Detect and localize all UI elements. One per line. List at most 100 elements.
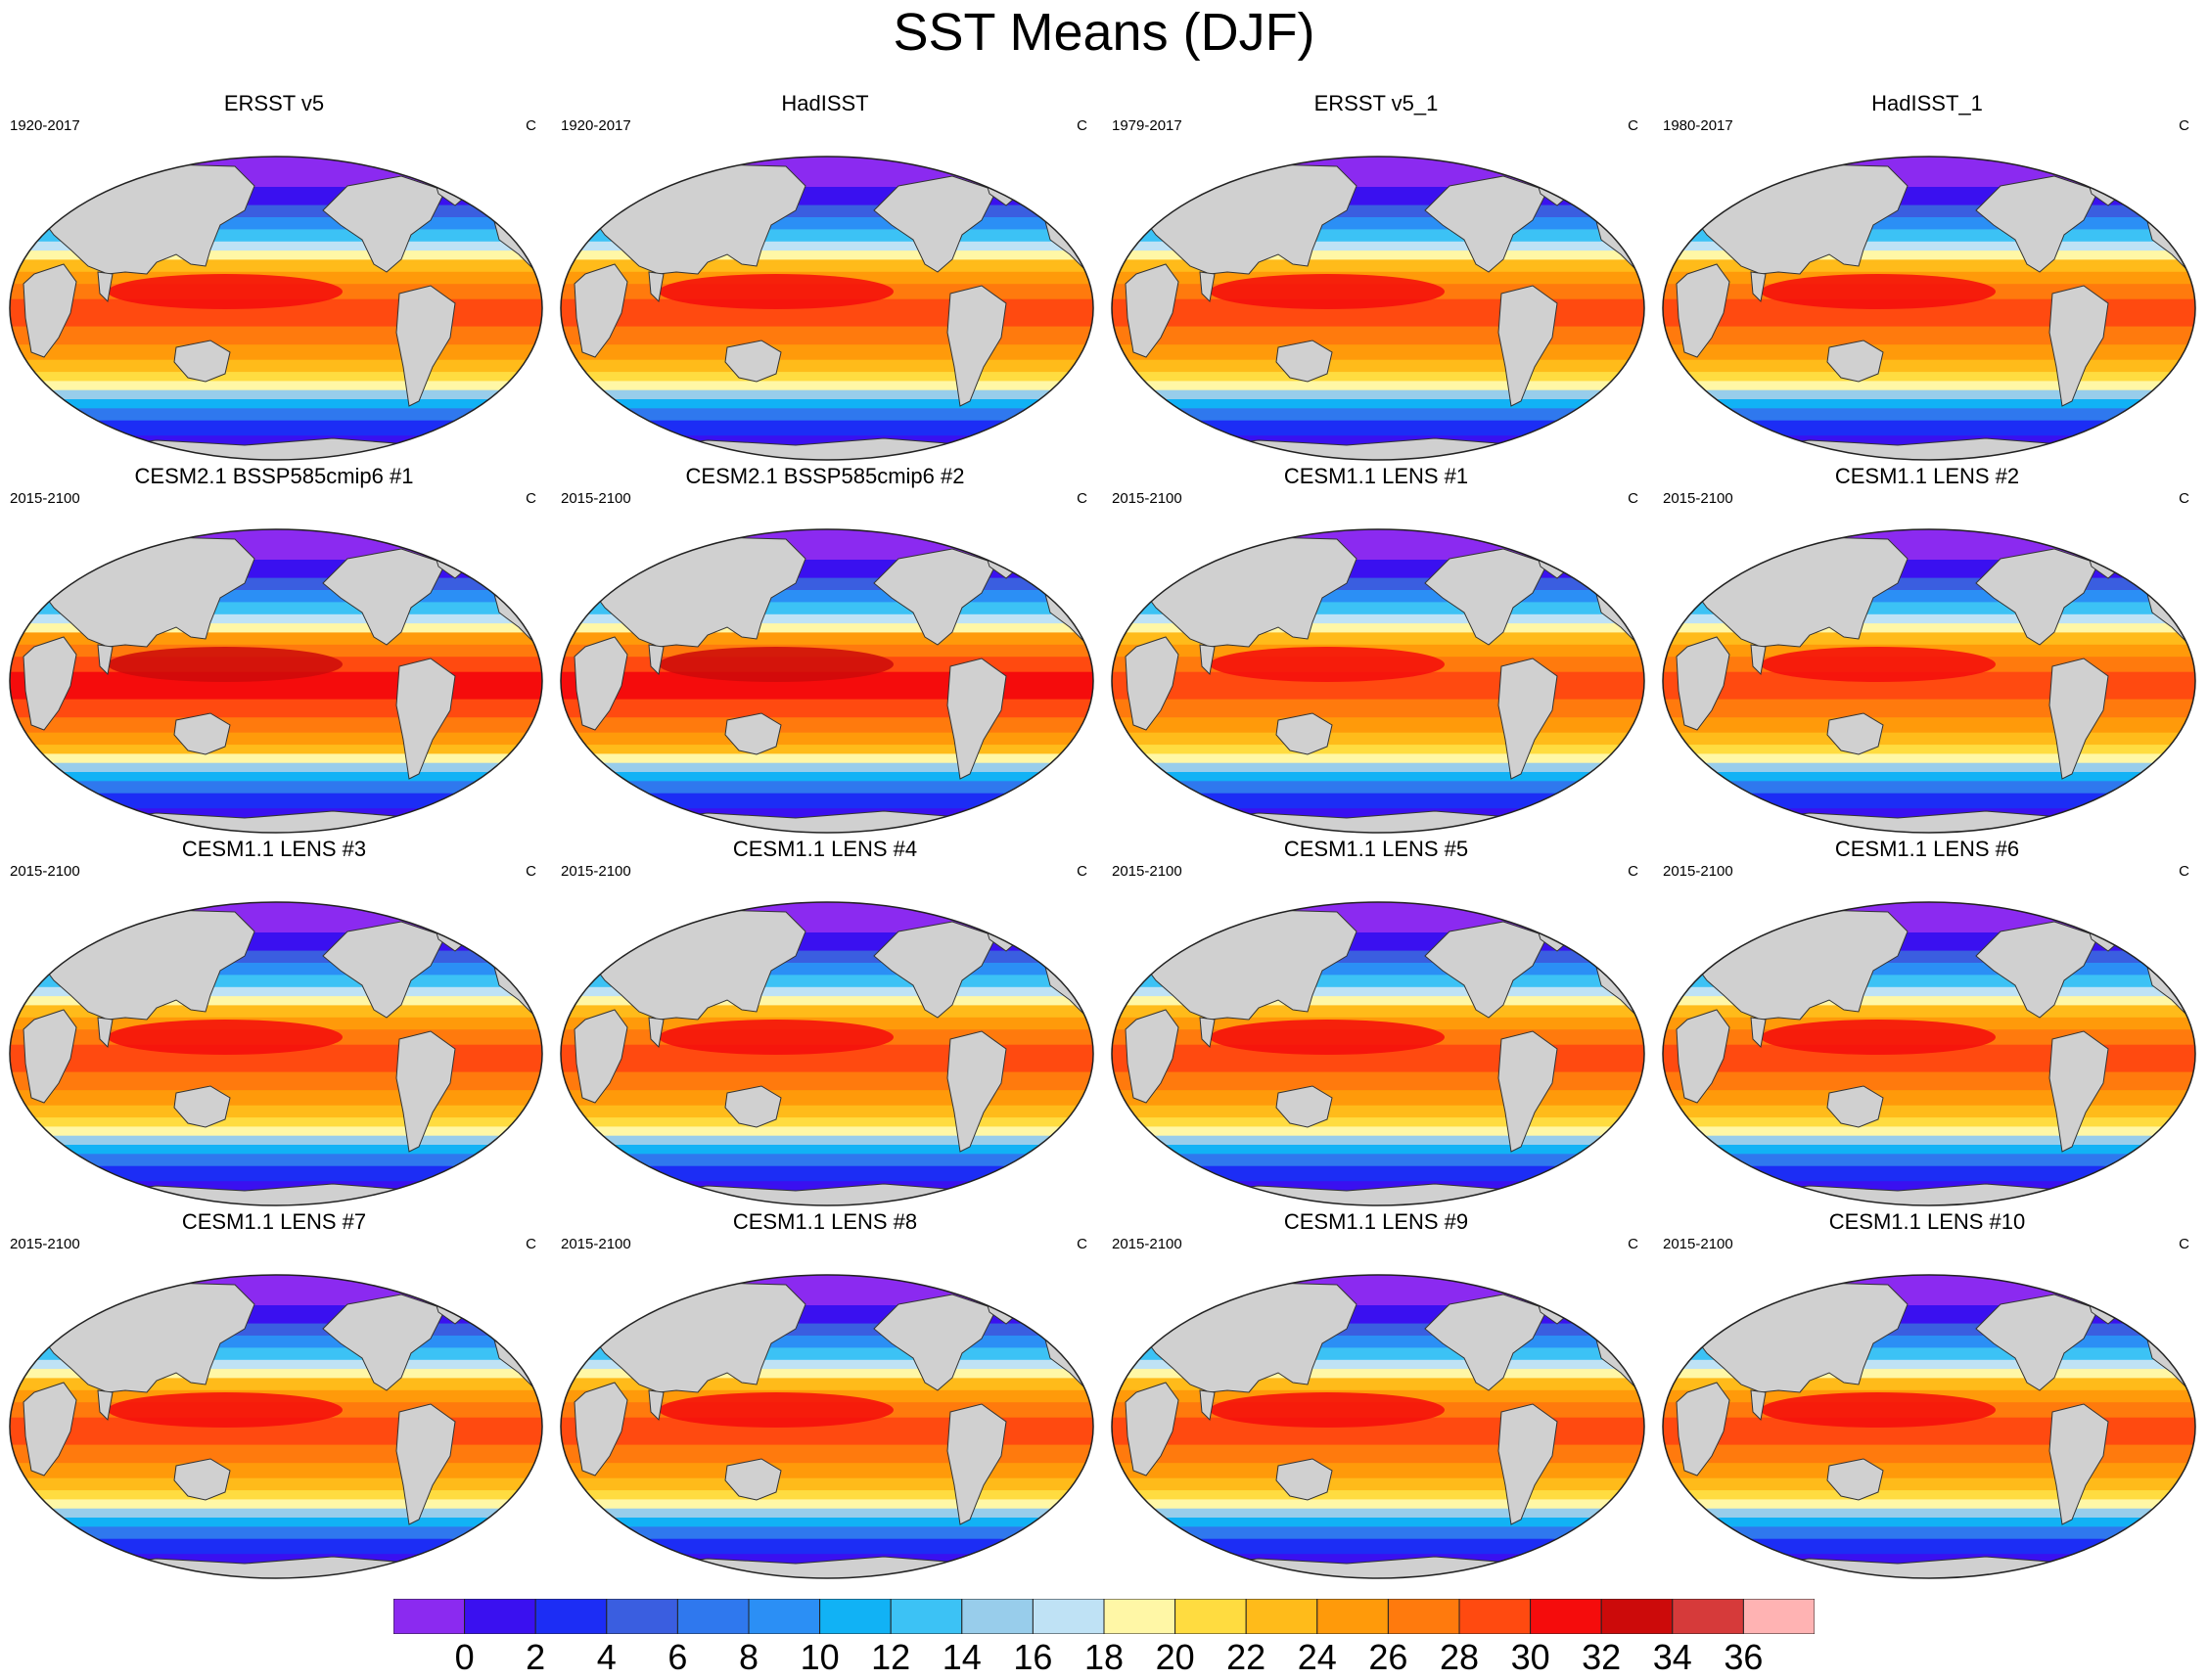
colorbar (392, 1598, 1816, 1635)
sst-band (1112, 1117, 1644, 1127)
sst-band (10, 762, 542, 773)
land-mass (1750, 271, 1767, 303)
sst-band (10, 1165, 542, 1182)
sst-map (560, 901, 1094, 1206)
map-panel: CESM1.1 LENS #3 2015-2100 C (0, 837, 548, 1208)
land-mass (23, 263, 77, 358)
sst-band (10, 1463, 542, 1479)
sst-band (561, 996, 1093, 1006)
panel-units: C (2179, 863, 2189, 880)
colorbar-swatch (1458, 1598, 1532, 1635)
sst-band (561, 1154, 1093, 1167)
colorbar-swatch (1530, 1598, 1602, 1635)
sst-band (1663, 1490, 2195, 1500)
map-border (9, 528, 543, 834)
warm-pool (1210, 1392, 1445, 1428)
sst-band (561, 623, 1093, 633)
sst-band (1112, 1071, 1644, 1091)
warm-pool (108, 1020, 343, 1055)
land-mass (1750, 1017, 1767, 1049)
panel-title: ERSST v5 (223, 91, 325, 115)
land-mass (648, 1389, 665, 1422)
panel-years: 2015-2100 (561, 863, 631, 880)
land-mass (724, 1085, 782, 1128)
sst-band (1112, 157, 1644, 188)
sst-band (1112, 762, 1644, 773)
map-panel: CESM1.1 LENS #2 2015-2100 C (1653, 464, 2201, 836)
sst-band (1112, 1463, 1644, 1479)
sst-band (1663, 1359, 2195, 1370)
sst-band (1112, 1135, 1644, 1146)
sst-band (1663, 157, 2195, 188)
land-mass (173, 1085, 231, 1128)
sst-band (561, 1359, 1093, 1370)
sst-band (561, 326, 1093, 345)
map-border (560, 156, 1094, 461)
land-mass (1497, 1030, 1558, 1153)
map-border (1111, 528, 1645, 834)
sst-band (10, 623, 542, 633)
land-mass (97, 271, 114, 303)
land-mass (1199, 1389, 1216, 1422)
sst-band (561, 762, 1093, 773)
land-mass (395, 285, 456, 407)
sst-band (1663, 745, 2195, 754)
sst-band (10, 359, 542, 373)
sst-band (1663, 1117, 2195, 1127)
sst-band (1112, 1105, 1644, 1118)
land-mass (1497, 658, 1558, 780)
land-mass (1826, 1458, 1884, 1501)
colorbar-swatch (1174, 1598, 1247, 1635)
map-border (9, 901, 543, 1206)
sst-band (561, 241, 1093, 251)
land-mass (574, 636, 628, 731)
sst-band (10, 1135, 542, 1146)
panel-units: C (2179, 117, 2189, 134)
panel-units: C (526, 490, 536, 507)
land-mass (67, 1556, 501, 1578)
warm-pool (108, 274, 343, 309)
warm-pool (659, 647, 894, 682)
map-panel: CESM1.1 LENS #1 2015-2100 C (1102, 464, 1650, 836)
sst-band (1663, 1090, 2195, 1107)
sst-band (10, 344, 542, 361)
sst-band (1112, 1499, 1644, 1510)
sst-band (10, 408, 542, 422)
sst-band (10, 753, 542, 764)
map-border (1662, 156, 2196, 461)
land-mass (1826, 712, 1884, 755)
sst-band (561, 1490, 1093, 1500)
land-mass (1720, 437, 2154, 460)
sst-band (1663, 613, 2195, 624)
land-mass (173, 340, 231, 383)
sst-band (1112, 250, 1644, 260)
sst-band (10, 1499, 542, 1510)
sst-band (561, 1369, 1093, 1379)
sst-band (1112, 326, 1644, 345)
land-mass (1676, 1009, 1730, 1104)
land-mass (1199, 1017, 1216, 1049)
land-mass (97, 644, 114, 676)
colorbar-swatch (748, 1598, 821, 1635)
sst-band (1112, 241, 1644, 251)
map-panel: CESM2.1 BSSP585cmip6 #2 2015-2100 C (551, 464, 1099, 836)
sst-band (1663, 344, 2195, 361)
map-border (1111, 901, 1645, 1206)
colorbar-swatch (676, 1598, 750, 1635)
sst-band (10, 529, 542, 561)
land-mass (648, 644, 665, 676)
sst-band (1112, 359, 1644, 373)
land-mass (724, 1458, 782, 1501)
sst-map (9, 1274, 543, 1579)
sst-band (10, 372, 542, 382)
warm-pool (1761, 1020, 1996, 1055)
sst-band (1112, 1359, 1644, 1370)
panel-years: 2015-2100 (10, 490, 80, 507)
sst-band (10, 613, 542, 624)
sst-band (1112, 1154, 1644, 1167)
sst-band (1663, 359, 2195, 373)
land-mass (1169, 810, 1603, 833)
sst-map (560, 1274, 1094, 1579)
sst-band (1112, 381, 1644, 391)
